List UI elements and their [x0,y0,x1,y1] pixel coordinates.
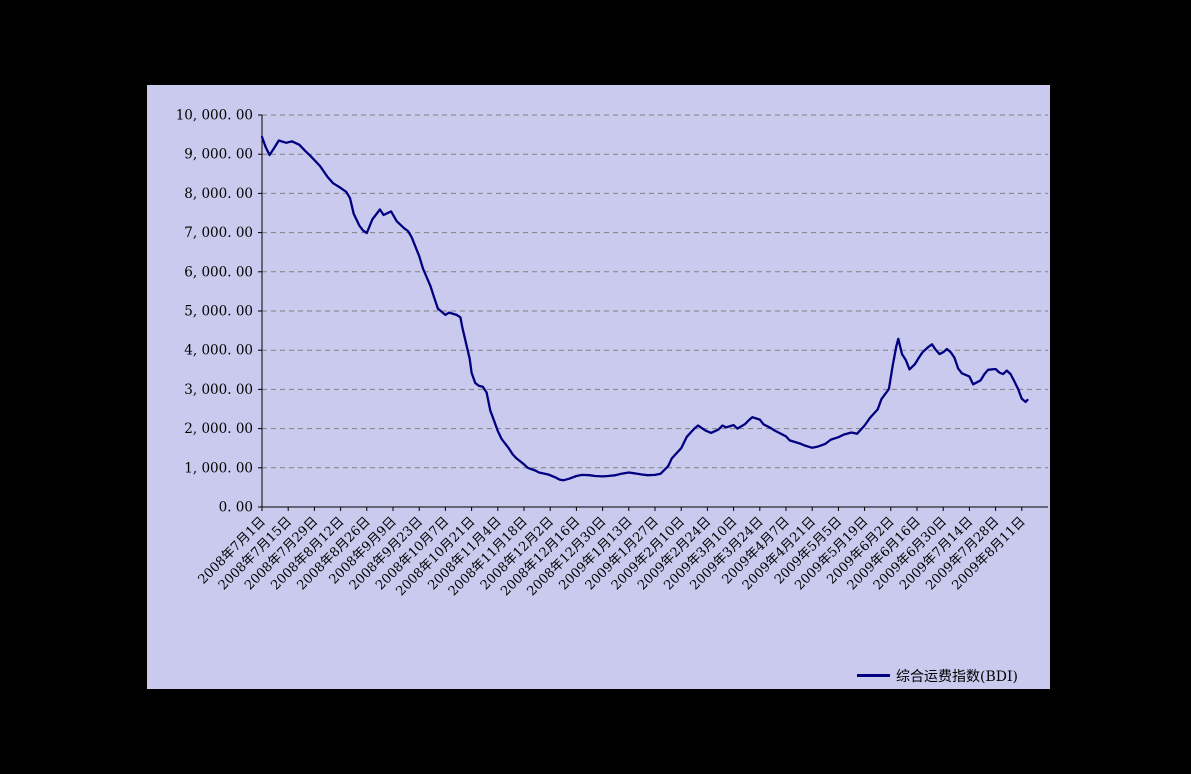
y-axis-tick-label: 4, 000. 00 [184,343,253,359]
y-axis-tick-label: 6, 000. 00 [184,264,253,280]
chart-panel: 0. 00 1, 000. 00 2, 000. 00 3, 000. 00 4, 00… [147,85,1050,689]
y-axis-tick-label: 1, 000. 00 [184,460,253,476]
y-axis-tick-label: 9, 000. 00 [184,147,253,163]
legend: 综合运费指数(BDI) [857,667,1018,685]
y-axis-tick-label: 10, 000. 00 [176,108,253,124]
legend-line-swatch [857,674,890,677]
y-axis-tick-label: 8, 000. 00 [184,186,253,202]
y-axis-tick-label: 2, 000. 00 [184,421,253,437]
bdi-line-chart: 0. 00 1, 000. 00 2, 000. 00 3, 000. 00 4, 00… [176,108,1048,599]
series-line-bdi [260,135,1029,482]
y-axis-tick-label: 7, 000. 00 [184,225,253,241]
y-axis-tick-label: 0. 00 [219,500,253,516]
y-axis-tick-label: 5, 000. 00 [184,304,253,320]
legend-label: 综合运费指数(BDI) [896,668,1018,685]
y-axis-tick-label: 3, 000. 00 [184,382,253,398]
